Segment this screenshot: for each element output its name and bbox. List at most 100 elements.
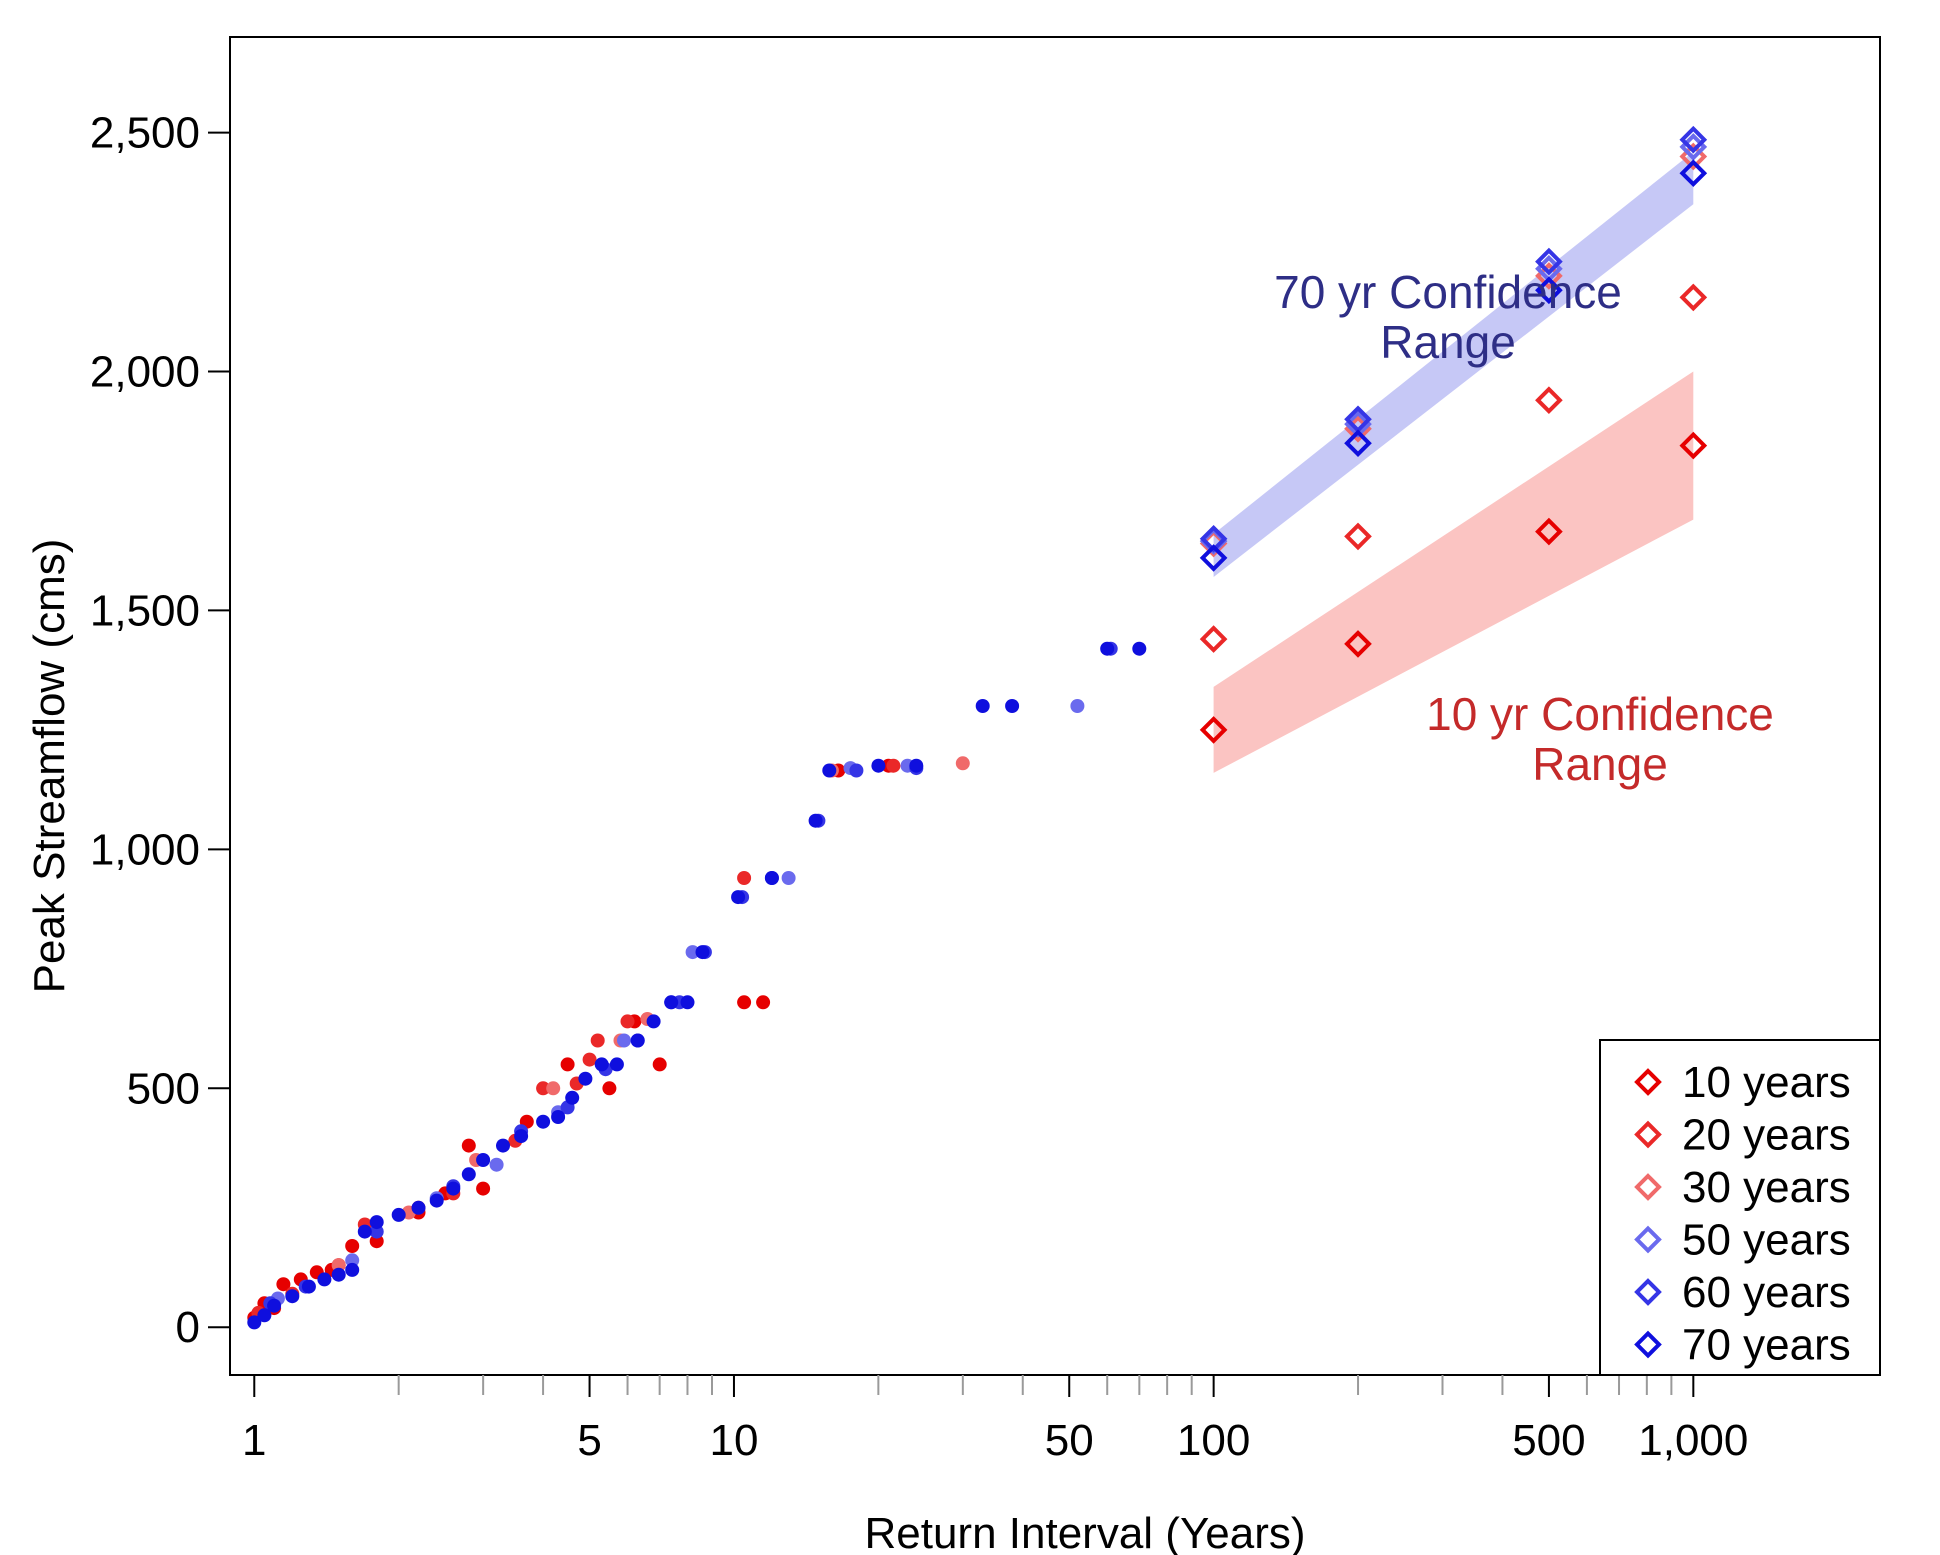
- observed-point: [652, 1057, 667, 1072]
- estimate-marker: [1535, 247, 1563, 276]
- x-tick-label: 1: [242, 1416, 266, 1465]
- observed-point: [685, 945, 700, 960]
- observed-point: [267, 1298, 282, 1313]
- observed-point: [909, 758, 924, 773]
- y-tick-label: 1,000: [90, 825, 200, 874]
- legend-marker: [1634, 1173, 1662, 1201]
- y-tick-label: 1,500: [90, 586, 200, 635]
- estimate-marker: [1344, 630, 1372, 658]
- observed-point: [871, 758, 886, 773]
- estimate-marker: [1199, 544, 1228, 572]
- legend-marker: [1634, 1120, 1662, 1149]
- observed-point: [536, 1114, 551, 1129]
- observed-point: [536, 1081, 551, 1096]
- observed-point: [461, 1138, 476, 1153]
- observed-point: [565, 1090, 580, 1105]
- estimate-marker: [1199, 716, 1228, 744]
- observed-point: [737, 871, 752, 885]
- legend-marker: [1634, 1068, 1662, 1096]
- observed-point: [461, 1167, 476, 1182]
- estimate-marker: [1535, 276, 1563, 305]
- band-label-line2: Range: [1380, 316, 1516, 368]
- observed-point: [609, 1057, 624, 1072]
- observed-point: [808, 813, 823, 828]
- estimate-marker: [1535, 517, 1563, 546]
- plot-area-frame: [229, 36, 1881, 1376]
- observed-point: [886, 758, 901, 773]
- observed-point: [411, 1200, 426, 1215]
- observed-point: [664, 995, 679, 1010]
- observed-point: [849, 763, 864, 778]
- estimate-marker: [1344, 522, 1372, 551]
- x-axis: 1 5 10 50 100 500 1,000: [242, 1375, 1748, 1465]
- observed-point: [551, 1110, 566, 1124]
- observed-point: [620, 1014, 635, 1029]
- observed-point: [476, 1181, 491, 1196]
- legend-box: [1599, 1039, 1881, 1376]
- observed-point: [630, 1033, 645, 1048]
- estimate-marker: [1199, 625, 1228, 653]
- observed-point: [345, 1239, 360, 1253]
- observed-point: [582, 1052, 597, 1067]
- estimate-marker: [1679, 431, 1708, 460]
- observed-point: [276, 1277, 291, 1292]
- observed-point: [446, 1181, 461, 1196]
- observed-point: [731, 890, 746, 905]
- observed-point: [680, 995, 695, 1010]
- observed-point: [1132, 641, 1147, 656]
- legend-label: 60 years: [1682, 1268, 1851, 1317]
- observed-point: [955, 756, 970, 771]
- observed-point: [1005, 699, 1020, 713]
- observed-point: [617, 1033, 631, 1048]
- observed-point: [489, 1157, 504, 1172]
- estimate-marker: [1344, 429, 1372, 458]
- estimate-marker: [1199, 524, 1228, 553]
- observed-point: [345, 1253, 360, 1268]
- observed-point: [496, 1138, 510, 1153]
- legend-label: 20 years: [1682, 1111, 1851, 1160]
- observed-point: [737, 995, 752, 1010]
- observed-point: [514, 1129, 529, 1144]
- observed-point: [357, 1224, 372, 1239]
- observed-point: [369, 1234, 384, 1249]
- band-label-line2: Range: [1532, 738, 1668, 790]
- x-tick-label: 50: [1045, 1416, 1094, 1465]
- legend-label: 10 years: [1682, 1058, 1851, 1107]
- legend-label: 70 years: [1682, 1321, 1851, 1370]
- observed-point: [331, 1267, 346, 1282]
- x-tick-label: 10: [709, 1416, 758, 1465]
- observed-point: [285, 1289, 300, 1304]
- confidence-band-1: [1213, 371, 1694, 773]
- observed-point: [695, 945, 710, 960]
- observed-point: [594, 1057, 609, 1072]
- observed-point: [247, 1315, 262, 1330]
- y-tick-label: 500: [127, 1064, 200, 1113]
- observed-point: [391, 1207, 406, 1222]
- observed-point: [560, 1057, 575, 1072]
- confidence-bands: [1213, 151, 1694, 773]
- observed-point: [756, 995, 771, 1010]
- observed-point: [345, 1262, 360, 1277]
- legend-label: 50 years: [1682, 1216, 1851, 1265]
- x-tick-label: 1,000: [1638, 1416, 1748, 1465]
- legend-marker: [1634, 1225, 1662, 1254]
- observed-point: [476, 1153, 491, 1167]
- observed-point: [578, 1071, 593, 1086]
- legend-marker: [1634, 1278, 1662, 1306]
- observed-point: [301, 1279, 316, 1294]
- observed-points: [247, 641, 1147, 1330]
- observed-point: [1070, 699, 1085, 713]
- observed-point: [331, 1258, 346, 1273]
- y-axis-title: Peak Streamflow (cms): [25, 539, 74, 994]
- observed-point: [317, 1272, 332, 1287]
- observed-point: [1100, 641, 1115, 656]
- observed-point: [369, 1215, 384, 1230]
- observed-point: [822, 763, 837, 778]
- x-tick-label: 5: [577, 1416, 601, 1465]
- observed-point: [975, 699, 990, 713]
- band-label-line1: 70 yr Confidence: [1274, 266, 1622, 318]
- x-axis-title: Return Interval (Years): [864, 1509, 1305, 1555]
